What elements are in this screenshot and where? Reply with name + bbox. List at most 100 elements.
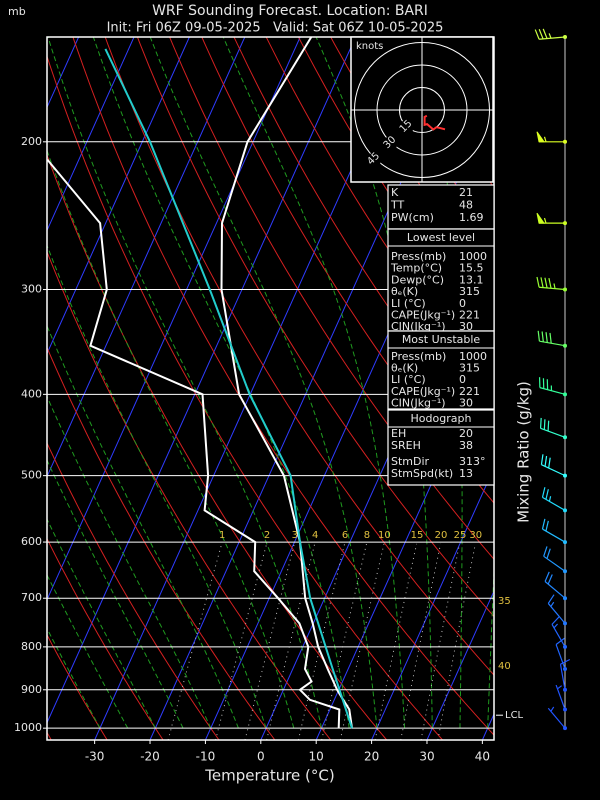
table-value: 38 bbox=[459, 439, 473, 452]
table-label: PW(cm) bbox=[391, 211, 434, 224]
wind-barb bbox=[555, 684, 567, 712]
barb-feather bbox=[546, 548, 551, 559]
wind-barb bbox=[544, 571, 567, 601]
y-tick-label: 200 bbox=[21, 135, 42, 148]
table-value: 21 bbox=[459, 186, 473, 199]
moist-adiabat bbox=[222, 37, 406, 729]
table-label: TT bbox=[390, 199, 405, 212]
table-title: Hodograph bbox=[411, 412, 472, 425]
table-value: 221 bbox=[459, 385, 480, 398]
y-tick-label: 900 bbox=[21, 683, 42, 696]
barb-staff bbox=[559, 664, 566, 690]
barb-feather bbox=[538, 28, 544, 40]
table-label: EH bbox=[391, 427, 406, 440]
moist-adiabat bbox=[47, 518, 156, 729]
wind-barb bbox=[536, 212, 567, 226]
barb-dot bbox=[563, 569, 567, 574]
barb-staff bbox=[541, 464, 566, 477]
mixing-ratio-label: 8 bbox=[364, 530, 370, 541]
adiabat-label: 35 bbox=[498, 596, 511, 607]
x-tick-label: 40 bbox=[475, 750, 490, 764]
hodograph-title: knots bbox=[356, 41, 383, 52]
table-value: 315 bbox=[459, 362, 480, 375]
adiabat-label: 40 bbox=[498, 661, 511, 672]
table-value: 15.5 bbox=[459, 262, 484, 275]
barb-feather bbox=[547, 574, 553, 585]
table-label: StmSpd(kt) bbox=[391, 467, 453, 480]
x-axis-title: Temperature (°C) bbox=[204, 767, 334, 785]
table-label: CAPE(Jkg⁻¹) bbox=[391, 309, 455, 322]
barb-dot bbox=[563, 687, 567, 692]
y-unit: mb bbox=[8, 5, 26, 18]
table-label: SREH bbox=[391, 439, 421, 452]
table-value: 48 bbox=[459, 199, 473, 212]
table-value: 221 bbox=[459, 309, 480, 322]
barb-staff bbox=[555, 684, 566, 710]
barb-feather bbox=[540, 454, 544, 465]
wind-barb bbox=[534, 28, 567, 40]
dry-adiabat bbox=[47, 250, 332, 740]
mixing-ratio-label: 15 bbox=[411, 530, 424, 541]
barb-staff bbox=[543, 555, 566, 572]
dry-adiabat bbox=[104, 37, 494, 676]
x-tick-label: -30 bbox=[85, 750, 105, 764]
table-label: θₑ(K) bbox=[391, 362, 418, 375]
barb-dot bbox=[563, 35, 567, 39]
table-value: 1000 bbox=[459, 250, 487, 263]
hodograph-ring bbox=[376, 64, 468, 156]
barb-feather bbox=[560, 658, 571, 665]
x-tick-label: 30 bbox=[419, 750, 434, 764]
hodograph-trace bbox=[423, 114, 446, 131]
table-value: 313° bbox=[459, 455, 486, 468]
barb-feather bbox=[536, 276, 540, 288]
chart-title: WRF Sounding Forecast. Location: BARI bbox=[152, 3, 428, 19]
table-label: CIN(Jkg⁻¹) bbox=[391, 320, 446, 333]
wind-barb bbox=[559, 658, 571, 692]
y-tick-label: 500 bbox=[21, 469, 42, 482]
y-tick-label: 600 bbox=[21, 535, 42, 548]
barb-half bbox=[553, 623, 559, 629]
wind-barb bbox=[541, 518, 567, 545]
profile-line bbox=[47, 158, 341, 729]
wind-barb bbox=[539, 417, 567, 440]
table-box bbox=[387, 184, 495, 230]
x-tick-label: 10 bbox=[309, 750, 324, 764]
barb-dot bbox=[563, 596, 567, 601]
dry-adiabat bbox=[136, 37, 494, 618]
wind-barb bbox=[551, 616, 567, 649]
moist-adiabat bbox=[47, 149, 295, 729]
moist-adiabat bbox=[47, 458, 184, 729]
barb-dot bbox=[563, 221, 567, 226]
mixing-ratio-label: 20 bbox=[435, 530, 448, 541]
barb-staff bbox=[539, 286, 566, 291]
table-label: CAPE(Jkg⁻¹) bbox=[391, 385, 455, 398]
barb-feather bbox=[541, 487, 546, 498]
table-label: Temp(°C) bbox=[390, 262, 442, 275]
mixing-ratio-label: 6 bbox=[342, 530, 348, 541]
wind-barb bbox=[547, 594, 567, 626]
moist-adiabat bbox=[47, 395, 212, 729]
barb-staff bbox=[539, 36, 566, 40]
barb-dot bbox=[563, 644, 567, 649]
barb-feather bbox=[534, 29, 540, 40]
barb-staff bbox=[542, 496, 566, 511]
barb-feather bbox=[555, 637, 565, 646]
barb-feather bbox=[543, 546, 548, 557]
y-tick-label: 400 bbox=[21, 387, 42, 400]
barb-dot bbox=[563, 139, 567, 144]
barb-staff bbox=[542, 528, 566, 543]
mixing-ratio-label: 1 bbox=[219, 530, 225, 541]
barb-half bbox=[548, 33, 552, 39]
table-value: 1.69 bbox=[459, 211, 484, 224]
table-value: 30 bbox=[459, 320, 473, 333]
barb-half bbox=[548, 496, 552, 502]
hodograph-ring bbox=[399, 87, 445, 133]
table-label: K bbox=[391, 186, 399, 199]
table-label: LI (°C) bbox=[391, 373, 426, 386]
barb-feather bbox=[540, 277, 544, 288]
barb-feather bbox=[539, 417, 542, 429]
table-label: StmDir bbox=[391, 455, 430, 468]
dry-adiabat bbox=[169, 37, 494, 561]
